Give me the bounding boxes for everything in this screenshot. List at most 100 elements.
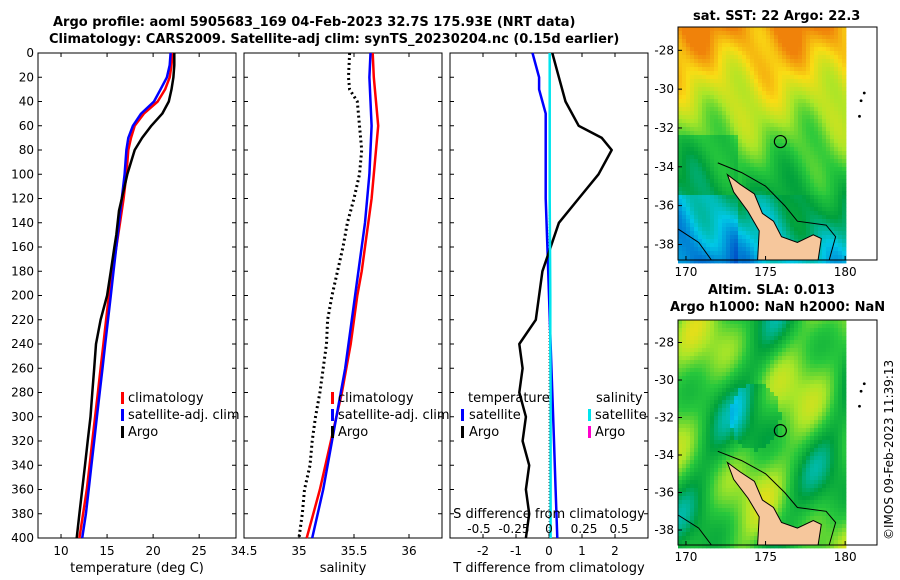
sla-map-data-cell <box>806 508 811 513</box>
sla-map-data-cell <box>702 528 707 533</box>
sla-map-data-cell <box>738 396 743 401</box>
sla-map-data-cell <box>770 492 775 497</box>
sla-map-data-cell <box>814 360 819 365</box>
sst-map-data-cell <box>750 171 755 176</box>
sla-map-data-cell <box>810 404 815 409</box>
sst-map-data-cell <box>778 127 783 132</box>
sla-map-data-cell <box>782 336 787 341</box>
sst-map-data-cell <box>742 175 747 180</box>
sla-map-data-cell <box>738 528 743 533</box>
sst-map-data-cell <box>790 91 795 96</box>
sla-map-data-cell <box>830 380 835 385</box>
sla-map-data-cell <box>806 456 811 461</box>
sst-map-data-cell <box>802 235 807 240</box>
sla-map-data-cell <box>754 336 759 341</box>
sla-map-data-cell <box>714 488 719 493</box>
sla-map-data-cell <box>762 420 767 425</box>
sst-map-data-cell <box>726 127 731 132</box>
sla-map-data-cell <box>734 444 739 449</box>
sla-map-data-cell <box>810 488 815 493</box>
sla-map-data-cell <box>754 400 759 405</box>
sst-map-data-cell <box>798 223 803 228</box>
sst-map-data-cell <box>678 255 683 260</box>
sst-map-data-cell <box>762 31 767 36</box>
sla-map-data-cell <box>834 476 839 481</box>
sla-map-data-cell <box>738 500 743 505</box>
sst-map-data-cell <box>770 195 775 200</box>
sla-map-data-cell <box>750 404 755 409</box>
sst-map-data-cell <box>814 59 819 64</box>
sla-map-data-cell <box>694 380 699 385</box>
sla-map-data-cell <box>778 512 783 517</box>
sst-map-data-cell <box>834 211 839 216</box>
salinity-difference-tick-label: 0 <box>545 522 553 536</box>
sst-map-data-cell <box>794 63 799 68</box>
sst-map-data-cell <box>754 39 759 44</box>
sla-map-data-cell <box>758 376 763 381</box>
sla-map-data-cell <box>678 464 683 469</box>
sla-map-data-cell <box>746 436 751 441</box>
sla-map-data-cell <box>770 404 775 409</box>
sla-map-data-cell <box>718 392 723 397</box>
sst-map-data-cell <box>806 123 811 128</box>
sst-map-data-cell <box>682 35 687 40</box>
sla-map-data-cell <box>786 376 791 381</box>
sst-map-data-cell <box>718 179 723 184</box>
sla-map-data-cell <box>794 388 799 393</box>
sla-map-data-cell <box>842 352 847 357</box>
sla-map-data-cell <box>842 516 847 521</box>
sst-map-data-cell <box>806 223 811 228</box>
sla-map-data-cell <box>694 324 699 329</box>
sst-map-data-cell <box>742 71 747 76</box>
sst-map-data-cell <box>830 27 835 32</box>
sst-map-data-cell <box>806 111 811 116</box>
sst-map-data-cell <box>762 159 767 164</box>
sla-map-data-cell <box>746 416 751 421</box>
sst-map-data-cell <box>798 227 803 232</box>
sla-map-data-cell <box>802 448 807 453</box>
sla-map-data-cell <box>838 508 843 513</box>
sla-map-data-cell <box>794 328 799 333</box>
sla-map-data-cell <box>690 452 695 457</box>
sla-map-data-cell <box>738 376 743 381</box>
sla-map-data-cell <box>822 412 827 417</box>
sst-map-data-cell <box>842 155 847 160</box>
sst-map-data-cell <box>822 255 827 260</box>
sla-map-data-cell <box>750 424 755 429</box>
sla-map-data-cell <box>814 468 819 473</box>
sst-map-data-cell <box>814 31 819 36</box>
sla-map-data-cell <box>822 508 827 513</box>
sst-map-data-cell <box>702 187 707 192</box>
sla-map-data-cell <box>698 496 703 501</box>
sst-map-data-cell <box>702 247 707 252</box>
sst-map-data-cell <box>690 163 695 168</box>
sst-map-data-cell <box>718 31 723 36</box>
sst-map-data-cell <box>766 131 771 136</box>
sst-map-data-cell <box>818 167 823 172</box>
sst-map-data-cell <box>690 83 695 88</box>
sla-map-data-cell <box>746 432 751 437</box>
sla-map-data-cell <box>754 404 759 409</box>
sst-map-data-cell <box>786 147 791 152</box>
sst-map-data-cell <box>706 139 711 144</box>
sla-map-data-cell <box>798 340 803 345</box>
sst-map-data-cell <box>694 87 699 92</box>
sst-map-data-cell <box>678 119 683 124</box>
sla-map-data-cell <box>746 364 751 369</box>
sla-map-data-cell <box>790 492 795 497</box>
sla-map-data-cell <box>766 388 771 393</box>
sla-map-data-cell <box>802 380 807 385</box>
sla-map-data-cell <box>798 468 803 473</box>
sst-map-data-cell <box>794 171 799 176</box>
sla-map-data-cell <box>814 352 819 357</box>
sla-map-data-cell <box>810 504 815 509</box>
sst-map-data-cell <box>778 191 783 196</box>
sst-map-data-cell <box>686 259 691 264</box>
sst-map-data-cell <box>734 95 739 100</box>
sla-map-data-cell <box>782 516 787 521</box>
depth-tick-label: 80 <box>19 143 34 157</box>
sst-map-data-cell <box>706 51 711 56</box>
sla-map-data-cell <box>714 340 719 345</box>
sla-map-data-cell <box>810 360 815 365</box>
sst-map-data-cell <box>766 127 771 132</box>
